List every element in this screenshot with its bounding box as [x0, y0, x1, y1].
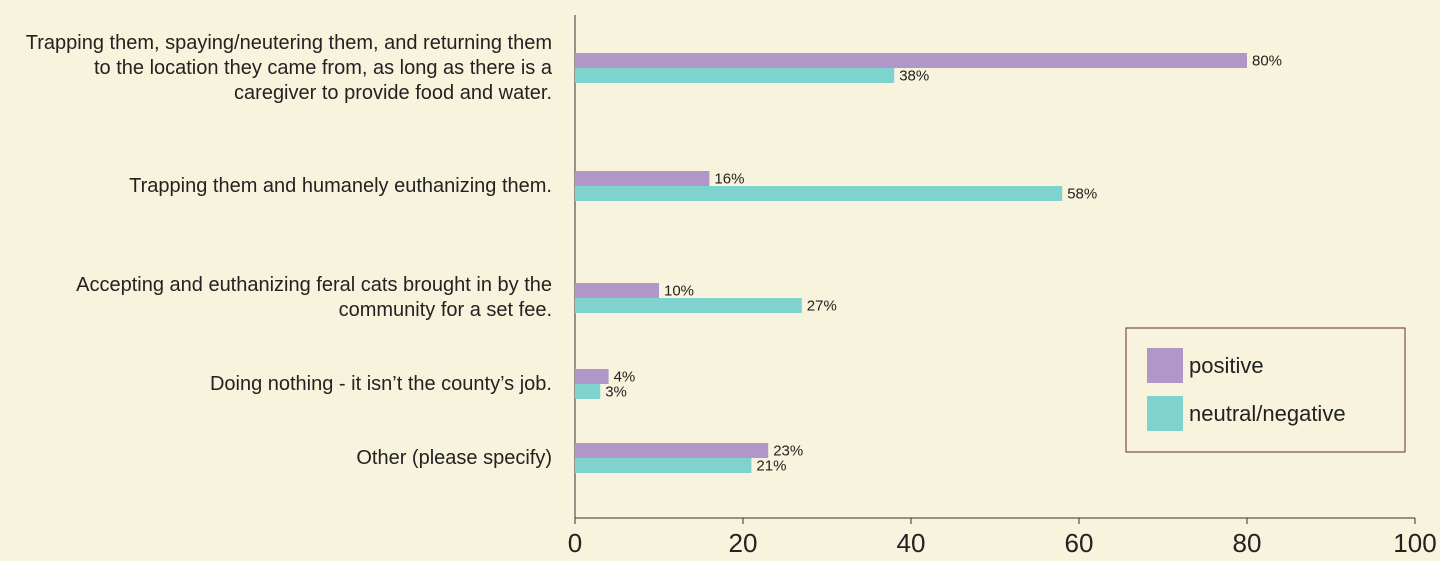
legend-box — [1125, 327, 1406, 453]
value-label: 38% — [899, 67, 929, 84]
value-label: 21% — [756, 457, 786, 474]
category-label: Trapping them and humanely euthanizing t… — [0, 126, 552, 246]
bar — [575, 53, 1247, 68]
bar — [575, 68, 895, 83]
x-tick-label: 0 — [568, 528, 582, 558]
bar — [575, 384, 601, 399]
value-label: 58% — [1067, 185, 1097, 202]
category-label: Other (please specify) — [0, 398, 552, 518]
legend-label: neutral/negative — [1189, 401, 1346, 426]
value-label: 80% — [1252, 52, 1282, 69]
category-text: Other (please specify) — [356, 446, 552, 469]
value-label: 16% — [714, 170, 744, 187]
bar — [575, 298, 802, 313]
x-tick-label: 80 — [1233, 528, 1262, 558]
bar — [575, 369, 609, 384]
bar — [575, 186, 1063, 201]
category-text: Trapping them and humanely euthanizing t… — [129, 174, 552, 197]
legend-swatch — [1147, 396, 1183, 431]
x-tick-label: 20 — [729, 528, 758, 558]
bar — [575, 283, 659, 298]
value-label: 27% — [807, 297, 837, 314]
category-label: Doing nothing - it isn’t the county’s jo… — [0, 324, 552, 444]
value-label: 3% — [605, 383, 627, 400]
value-label: 23% — [773, 442, 803, 459]
value-label: 4% — [614, 368, 636, 385]
legend-swatch — [1147, 348, 1183, 383]
x-tick-label: 100 — [1393, 528, 1436, 558]
bar — [575, 443, 769, 458]
legend-label: positive — [1189, 353, 1264, 378]
category-text: Accepting and euthanizing feral cats bro… — [76, 274, 552, 321]
value-label: 10% — [664, 282, 694, 299]
category-text: Doing nothing - it isn’t the county’s jo… — [209, 372, 552, 395]
category-label: Accepting and euthanizing feral cats bro… — [0, 238, 552, 358]
x-tick-label: 60 — [1065, 528, 1094, 558]
category-label: Trapping them, spaying/neutering them, a… — [0, 8, 552, 128]
category-text: Trapping them, spaying/neutering them, a… — [25, 31, 552, 104]
bar — [575, 458, 752, 473]
x-tick-label: 40 — [897, 528, 926, 558]
bar — [575, 171, 710, 186]
